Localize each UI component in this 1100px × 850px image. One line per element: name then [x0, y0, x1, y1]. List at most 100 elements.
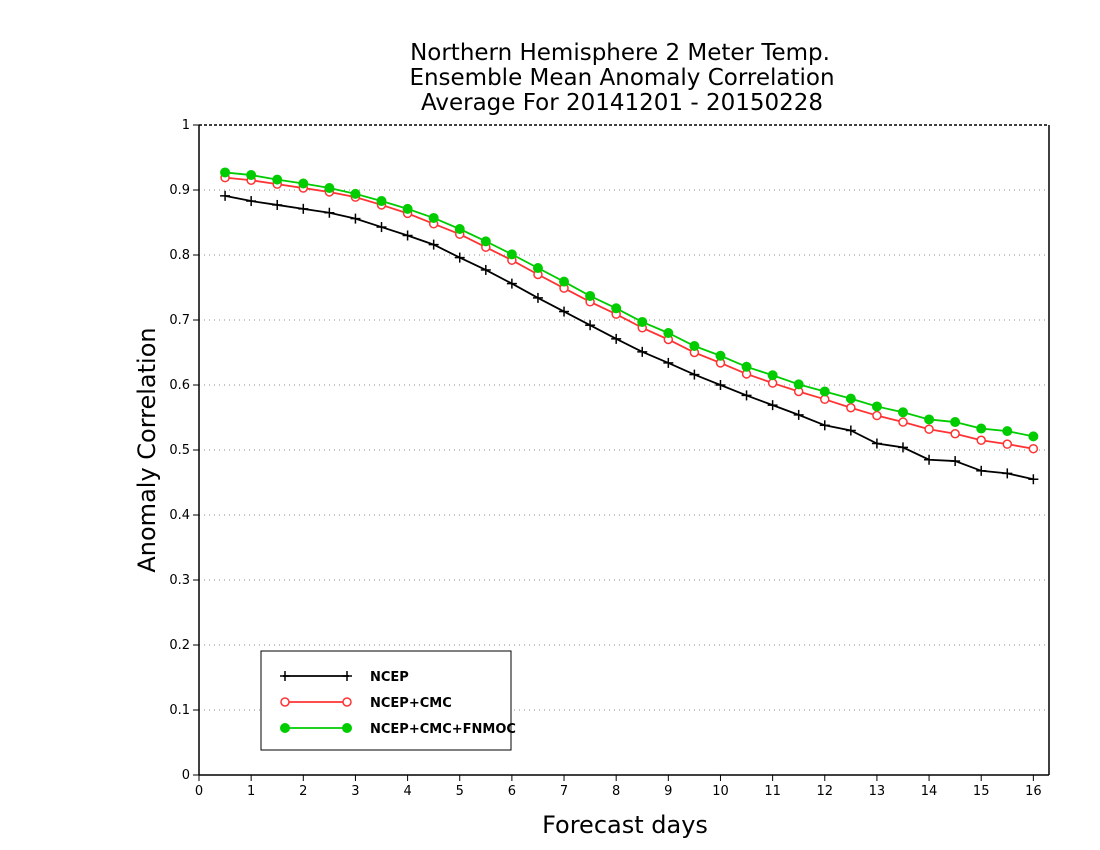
x-tick-label: 16	[1025, 784, 1042, 799]
x-tick-label: 14	[921, 784, 938, 799]
data-point	[872, 410, 882, 421]
data-point	[1002, 468, 1013, 479]
data-point	[793, 379, 804, 390]
y-tick-label: 0.9	[169, 183, 190, 198]
legend-swatch-marker	[342, 697, 352, 707]
data-point	[1028, 443, 1039, 454]
y-tick-label: 0.5	[169, 443, 190, 458]
data-point	[324, 207, 335, 218]
data-point	[298, 203, 309, 214]
data-point	[376, 196, 387, 207]
data-point	[976, 465, 987, 476]
data-point	[637, 316, 648, 327]
data-point	[611, 333, 622, 344]
legend-item: NCEP+CMC+FNMOC	[280, 722, 516, 737]
data-point	[220, 190, 231, 201]
data-point	[454, 224, 465, 234]
data-point	[350, 188, 361, 199]
legend-swatch-marker	[280, 697, 290, 707]
legend-swatch-marker	[280, 723, 290, 733]
chart-title-line-1: Northern Hemisphere 2 Meter Temp.	[410, 40, 830, 66]
data-point	[715, 380, 726, 390]
x-tick-label: 8	[612, 784, 620, 799]
data-point	[559, 276, 570, 287]
series-2	[220, 167, 1039, 442]
data-point	[506, 278, 517, 289]
y-tick-label: 1	[182, 118, 190, 133]
data-point	[611, 303, 622, 314]
data-point	[454, 252, 465, 263]
axes: 00.10.20.30.40.50.60.70.80.910 1 2 3 4 5 6 7 8 9 1…	[169, 118, 1050, 799]
data-point	[976, 435, 986, 445]
series-0	[220, 190, 1039, 485]
y-tick-label: 0	[182, 768, 190, 783]
chart-title: Northern Hemisphere 2 Meter Temp. Ensemb…	[409, 40, 834, 116]
data-point	[506, 249, 517, 260]
x-tick-label: 12	[816, 784, 833, 799]
x-tick-label: 0	[195, 784, 203, 799]
data-point	[950, 429, 960, 439]
x-tick-label: 15	[973, 784, 990, 799]
chart-title-line-2: Ensemble Mean Anomaly Correlation	[409, 65, 834, 91]
y-tick-label: 0.1	[169, 703, 190, 718]
series-line	[224, 176, 1034, 450]
data-point	[741, 361, 752, 372]
legend-label: NCEP+CMC+FNMOC	[370, 722, 516, 737]
data-point	[480, 236, 491, 247]
legend-label: NCEP	[370, 670, 409, 685]
x-tick-label: 5	[456, 784, 464, 799]
data-point	[532, 263, 543, 273]
x-tick-label: 10	[712, 784, 729, 799]
data-point	[741, 390, 752, 401]
x-tick-label: 13	[869, 784, 886, 799]
data-point	[924, 454, 935, 465]
x-tick-label: 2	[299, 784, 307, 799]
data-point	[637, 346, 648, 357]
data-point	[1002, 439, 1013, 449]
legend-swatch-marker	[280, 671, 290, 681]
y-tick-label: 0.7	[169, 313, 190, 328]
y-tick-label: 0.3	[169, 573, 190, 588]
y-tick-label: 0.4	[169, 508, 190, 523]
data-point	[428, 212, 439, 223]
legend-box	[260, 650, 512, 751]
grid	[199, 189, 1049, 711]
data-point	[402, 230, 413, 241]
x-tick-label: 11	[764, 784, 781, 799]
x-axis-title: Forecast days	[542, 811, 708, 839]
data-point	[845, 425, 856, 436]
data-point	[819, 386, 830, 397]
data-point	[871, 438, 882, 449]
data-point	[897, 407, 908, 418]
data-point	[924, 424, 934, 434]
data-point	[897, 442, 908, 453]
data-point	[324, 183, 335, 194]
data-point	[715, 350, 726, 361]
series-line	[224, 194, 1034, 481]
legend: NCEP NCEP+CMC NCEP+CMC+FNMOC	[260, 650, 516, 751]
data-point	[819, 420, 830, 431]
data-point	[767, 400, 778, 411]
data-point	[1028, 474, 1039, 485]
data-point	[272, 174, 283, 185]
data-point	[585, 290, 596, 301]
x-tick-label: 7	[560, 784, 568, 799]
data-point	[246, 196, 257, 207]
data-point	[846, 403, 856, 413]
data-point	[663, 357, 674, 368]
data-point	[767, 370, 778, 381]
data-point	[689, 369, 700, 380]
legend-swatch-marker	[342, 671, 352, 681]
data-point	[689, 341, 700, 351]
data-point	[793, 409, 804, 420]
x-tick-label: 3	[351, 784, 359, 799]
data-point	[246, 170, 257, 181]
data-point	[950, 456, 961, 467]
data-point	[871, 401, 882, 412]
data-point	[350, 213, 361, 224]
y-tick-label: 0.6	[169, 378, 190, 393]
data-point	[272, 199, 283, 210]
series-line	[224, 171, 1034, 438]
data-point	[376, 222, 387, 233]
